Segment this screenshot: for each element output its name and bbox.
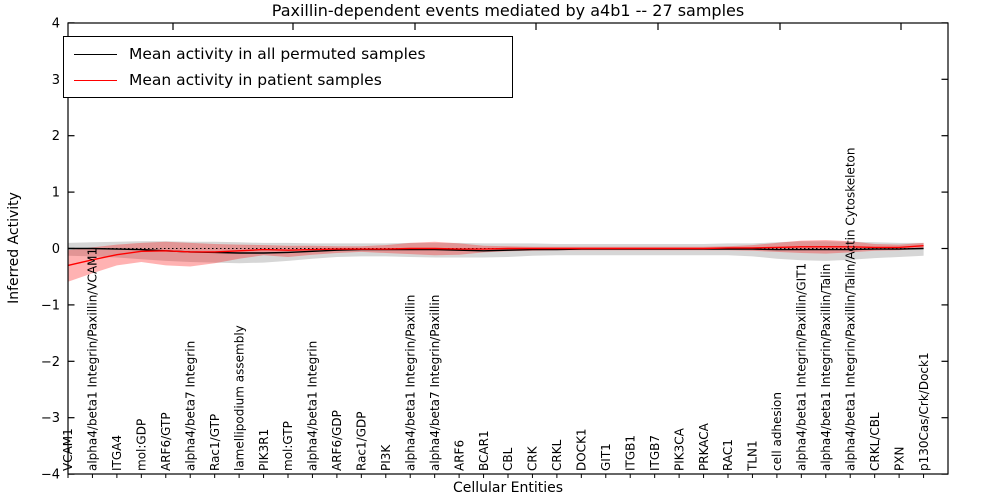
y-tick-label: −3 [41,411,60,426]
x-category-label: alpha4/beta1 Integrin [306,341,320,471]
y-tick-label: 1 [52,186,60,201]
x-category-label: alpha4/beta7 Integrin/Paxillin [428,295,442,471]
x-category-label: CRK [526,445,540,471]
x-category-label: PXN [892,447,906,471]
y-tick-label: −4 [41,468,60,483]
x-axis-label: Cellular Entities [452,480,564,496]
y-tick-label: 2 [52,129,60,144]
permuted-line-sample [74,53,117,55]
x-category-label: mol:GDP [135,419,149,471]
x-category-label: Rac1/GDP [355,412,369,471]
x-category-label: mol:GTP [281,421,295,471]
x-category-label: PIK3CA [672,427,686,471]
legend-entry-permuted: Mean activity in all permuted samples [64,42,512,66]
y-tick-label: 4 [52,16,60,31]
x-category-label: DOCK1 [575,428,589,471]
chart-title: Paxillin-dependent events mediated by a4… [271,1,745,20]
x-category-label: CBL [501,447,515,471]
y-tick-label: 0 [52,242,60,257]
x-category-label: ARF6/GTP [159,412,173,471]
x-category-label: alpha4/beta1 Integrin/Paxillin [403,295,417,471]
patient-line-sample [74,79,117,81]
x-category-label: RAC1 [721,439,735,471]
legend-box: Mean activity in all permuted samples Me… [63,36,513,98]
legend-entry-patient: Mean activity in patient samples [64,68,512,92]
x-category-label: alpha4/beta1 Integrin/Paxillin/GIT1 [795,263,809,471]
x-category-label: Rac1/GTP [208,414,222,471]
x-category-label: ITGB7 [648,435,662,471]
x-category-label: alpha4/beta7 Integrin [183,341,197,471]
x-category-label: lamellipodium assembly [232,325,246,471]
x-category-label: CRKL [550,439,564,471]
x-category-label: ITGA4 [110,435,124,471]
legend-label-patient: Mean activity in patient samples [129,71,382,89]
x-category-label: PI3K [379,444,393,471]
x-category-label: cell adhesion [770,392,784,471]
x-category-label: TLN1 [746,440,760,472]
y-tick-label: −2 [41,355,60,370]
x-category-label: ARF6 [452,440,466,471]
x-category-label: GIT1 [599,443,613,471]
x-category-label: alpha4/beta1 Integrin/Paxillin/VCAM1 [86,248,100,471]
legend-label-permuted: Mean activity in all permuted samples [129,45,426,63]
x-category-label: CRKL/CBL [868,412,882,471]
x-category-label: ITGB1 [623,435,637,471]
x-category-label: PRKACA [697,422,711,471]
x-category-label: alpha4/beta1 Integrin/Paxillin/Talin/Act… [843,148,857,471]
y-tick-label: −1 [41,298,60,313]
x-category-label: PIK3R1 [257,429,271,471]
permuted-samples-range-band [68,241,924,264]
patient-mean-line [67,245,924,267]
x-category-label: ARF6/GDP [330,410,344,471]
x-category-label: p130Cas/Crk/Dock1 [917,352,931,471]
x-category-label: BCAR1 [477,430,491,471]
y-tick-label: 3 [52,73,60,88]
x-category-label: alpha4/beta1 Integrin/Paxillin/Talin [819,264,833,471]
